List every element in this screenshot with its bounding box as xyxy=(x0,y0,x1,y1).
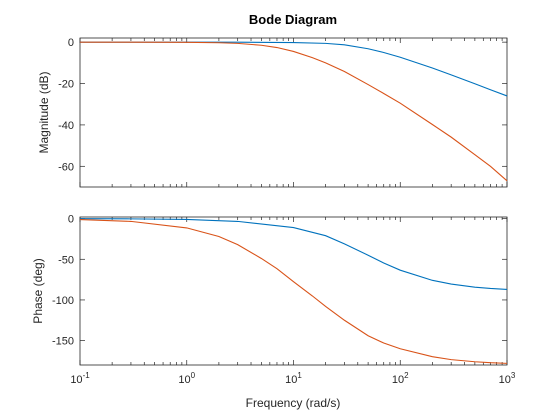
phase-y-axis-label: Phase (deg) xyxy=(31,258,45,323)
phase-y-tick-label: -100 xyxy=(52,295,74,307)
phase-series-2-line xyxy=(79,218,508,364)
x-tick-label: 100 xyxy=(178,371,195,386)
x-tick-labels: 10-1 100 101 102 103 xyxy=(70,371,516,386)
x-tick-label: 103 xyxy=(499,371,516,386)
magnitude-series xyxy=(80,41,508,182)
x-tick-label: 10-1 xyxy=(70,371,90,386)
phase-series xyxy=(79,218,508,364)
phase-panel: 0 -50 -100 -150 Phase (deg) xyxy=(31,214,508,366)
magnitude-y-tick-label: -20 xyxy=(58,79,74,91)
phase-axes-frame xyxy=(79,216,508,366)
x-axis-label: Frequency (rad/s) xyxy=(246,396,341,410)
magnitude-y-tick-label: 0 xyxy=(68,37,74,49)
phase-ticks: 0 -50 -100 -150 xyxy=(52,214,508,365)
phase-y-tick-label: -50 xyxy=(58,254,74,266)
phase-series-1-line xyxy=(79,218,508,290)
magnitude-panel: 0 -20 -40 -60 Magnitude (dB) xyxy=(37,37,508,188)
magnitude-y-tick-label: -60 xyxy=(58,161,74,173)
chart-title: Bode Diagram xyxy=(249,12,337,27)
magnitude-y-tick-label: -40 xyxy=(58,120,74,132)
phase-y-tick-label: -150 xyxy=(52,336,74,348)
magnitude-series-2-line xyxy=(80,41,508,182)
x-tick-label: 101 xyxy=(285,371,302,386)
phase-y-tick-label: 0 xyxy=(68,214,74,226)
magnitude-y-axis-label: Magnitude (dB) xyxy=(37,71,51,153)
x-tick-label: 102 xyxy=(392,371,409,386)
magnitude-axes-frame xyxy=(79,37,508,188)
